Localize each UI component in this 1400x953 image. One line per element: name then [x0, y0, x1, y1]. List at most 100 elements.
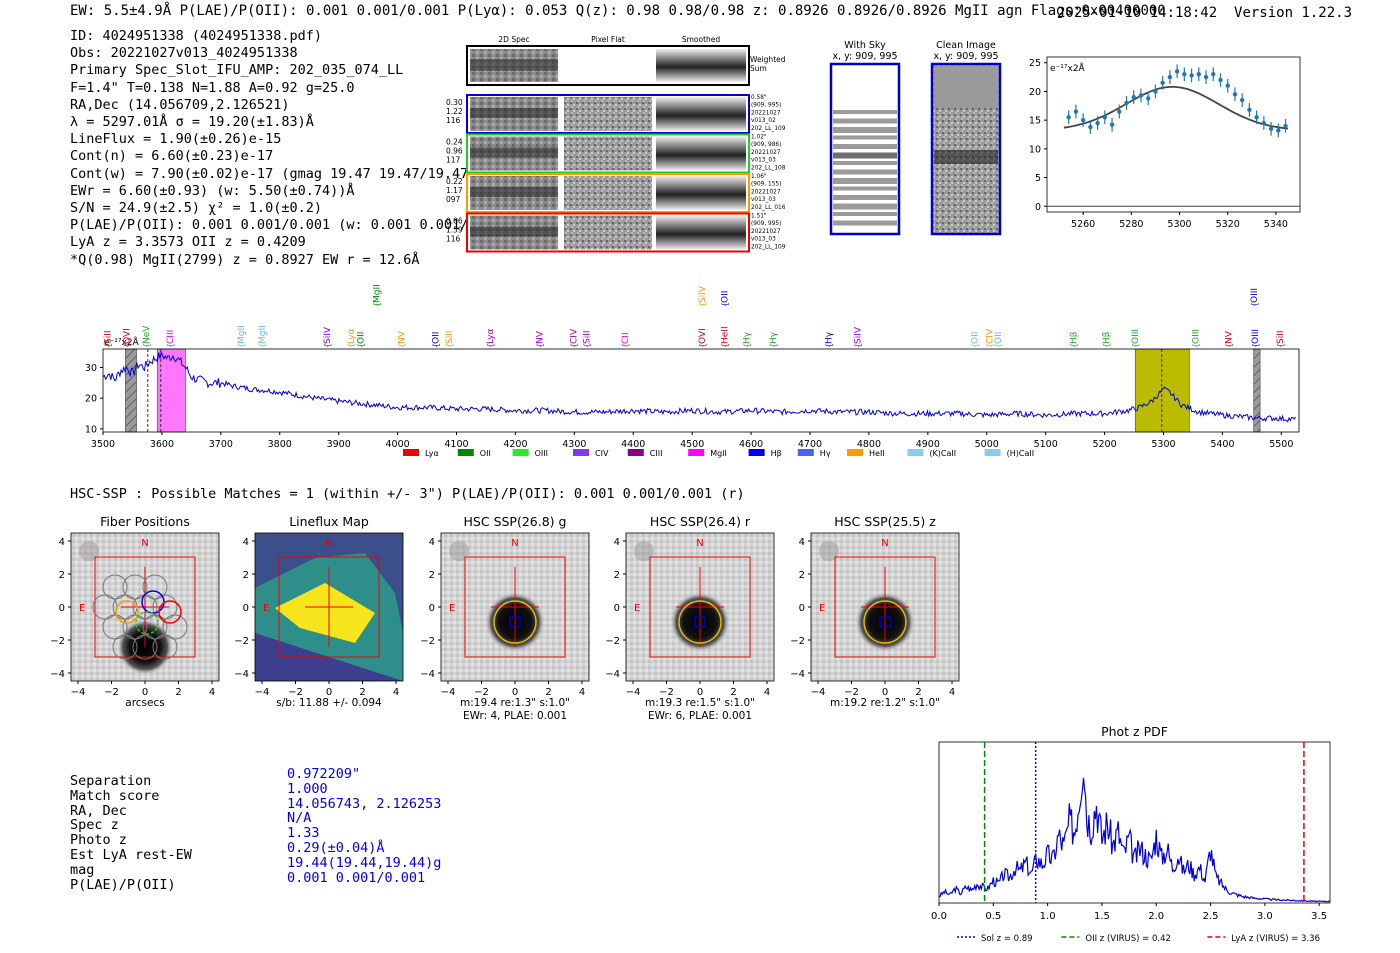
spectral-line-marker: CIV [570, 328, 580, 344]
spectral-line-marker: SiII [104, 330, 114, 344]
cutout-row-stat: 097 [446, 195, 461, 204]
spectral-line-bracket: { [536, 343, 545, 348]
north-label: N [696, 538, 703, 549]
cutout-row-meta: 20221027 [751, 150, 781, 156]
spectral-line-bracket: { [970, 343, 979, 348]
hsc-panel-caption: m:19.3 re:1.5" s:1.0" [645, 697, 755, 709]
spectrum-band [125, 348, 137, 433]
spectral-line-marker: Lyα [347, 328, 357, 344]
photz-pdf-plot: Phot z PDF 0.0 0.5 1.0 1.5 2.0 2.5 3.0 3.5 Sol z … [931, 724, 1331, 944]
source-box [694, 616, 706, 628]
aperture-box [834, 556, 936, 658]
cutout-row-meta: 202_LL_109 [751, 244, 786, 250]
cutout-pixel-flat [564, 97, 652, 131]
fit-data-point [1124, 100, 1129, 106]
spectral-line-bracket: { [1069, 343, 1078, 348]
cutout-row-stat: 1.22 [446, 107, 463, 116]
cutout-row-stat: 116 [446, 235, 461, 244]
cutout-row-meta: 20221027 [751, 189, 781, 195]
spectral-line-marker: SiII [583, 330, 593, 344]
sky-stripe [833, 161, 897, 165]
fit-data-point [1211, 72, 1216, 77]
fit-data-point [1196, 72, 1202, 77]
spectral-line-marker: CIV [986, 328, 996, 344]
spectrum-legend-swatch [797, 449, 814, 456]
cutout-row-meta: 1.06" [751, 174, 767, 180]
info-line: F=1.4" T=0.138 N=1.88 A=0.92 g=25.0 [70, 79, 355, 96]
spectral-line-bracket: { [721, 343, 730, 348]
fiber-circle [152, 594, 178, 620]
spectrum-legend-swatch [457, 449, 474, 456]
neighbor-source [79, 541, 99, 561]
spectrum-xtick-label: 5300 [1151, 439, 1175, 450]
match-label: P(LAE)/P(OII) [70, 876, 176, 893]
spectral-line-marker: OIII [1251, 329, 1261, 344]
aperture-box [649, 556, 751, 658]
fit-data-point [1218, 77, 1223, 83]
line-fit-plot: 0 5 10 15 20 25 5260 5280 5300 5320 5340 e⁻¹⁷x2Å [1029, 56, 1301, 230]
match-value: 1.33 [287, 825, 320, 842]
fit-data-point [1276, 128, 1281, 133]
hsc-panel-caption: m:19.4 re:1.3" s:1.0" [460, 697, 570, 709]
spectrum-legend-swatch [907, 449, 924, 456]
north-label: N [881, 538, 888, 549]
spectrum-legend-label: (H)CaII [1007, 449, 1034, 458]
spectrum-legend-label: Hγ [820, 449, 831, 458]
fit-data-point [1066, 115, 1071, 120]
hsc-panel-caption: s/b: 11.88 +/- 0.094 [276, 697, 382, 709]
fit-data-point [1102, 115, 1108, 120]
sky-stripe [833, 195, 897, 200]
version: Version 1.22.3 [1234, 5, 1353, 21]
fit-ytick-label: 15 [1029, 116, 1041, 127]
spectral-line-marker: OII [970, 332, 980, 344]
spectrum-legend-swatch [512, 449, 529, 456]
cutout-row-stat: 0.06 [446, 217, 463, 226]
hsc-xtick-label: −4 [626, 687, 641, 698]
spectral-line-bracket: { [698, 343, 707, 348]
spectrum-xtick-label: 4100 [444, 439, 468, 450]
cutout-row-meta: 0.58" [751, 95, 767, 101]
match-values: 0.972209" 1.000 14.056743, 2.126253 N/A 1.33… [287, 767, 441, 885]
spectral-line-marker: SiIV [854, 326, 864, 344]
cutout-row-meta: 202_LL_016 [751, 205, 786, 211]
photz-title: Phot z PDF [1101, 724, 1168, 739]
spectral-line-marker: SiIV [698, 285, 708, 303]
fit-data-point [1268, 126, 1274, 131]
spectrum-legend-swatch [573, 449, 589, 456]
cutout-row-meta: (909, 995) [751, 103, 781, 109]
hsc-xtick-label: 2 [915, 687, 921, 698]
hsc-xtick-label: 2 [730, 687, 736, 698]
hsc-panel-title: HSC SSP(25.5) z [834, 514, 936, 529]
spectral-line-bracket: { [356, 343, 365, 348]
spectral-line-marker: OII [356, 332, 366, 344]
spectral-line-bracket: { [486, 343, 495, 348]
hsc-ytick-label: 0 [59, 603, 65, 614]
spectral-line-bracket: { [1131, 343, 1140, 348]
fit-data-point [1182, 72, 1187, 77]
hsc-panel-caption: m:19.2 re:1.2" s:1.0" [830, 697, 940, 709]
fit-ytick-label: 5 [1035, 173, 1041, 184]
spectrum-xtick-label: 4400 [621, 439, 645, 450]
spectrum-legend-label: HeII [869, 449, 885, 458]
hsc-xtick-label: 4 [764, 687, 770, 698]
spectrum-legend-swatch [984, 449, 1001, 456]
hsc-panel-caption: EWr: 6, PLAE: 0.001 [648, 710, 752, 722]
match-label: mag [70, 861, 95, 878]
info-line: RA,Dec (14.056709,2.126521) [70, 96, 290, 113]
hsc-xtick-label: 4 [393, 687, 399, 698]
spectrum-legend-swatch [627, 449, 644, 456]
aperture-box [278, 556, 380, 658]
spectral-line-marker: SiII [1276, 330, 1286, 344]
cutout-column-title: 2D Spec [498, 35, 529, 44]
spectrum-legend-label: Lyα [425, 449, 439, 458]
cutout-2d-band [470, 226, 558, 237]
hsc-ytick-label: 4 [429, 537, 435, 548]
cutout-row-stat: 116 [446, 116, 461, 125]
spectral-line-bracket: { [347, 343, 356, 348]
cutout-row-meta: 202_LL_108 [751, 165, 786, 171]
fiber-circle [142, 574, 168, 600]
photz-xtick-label: 2.5 [1203, 911, 1219, 922]
hsc-ytick-label: 4 [614, 537, 620, 548]
spectral-line-marker: Hγ [769, 331, 779, 344]
